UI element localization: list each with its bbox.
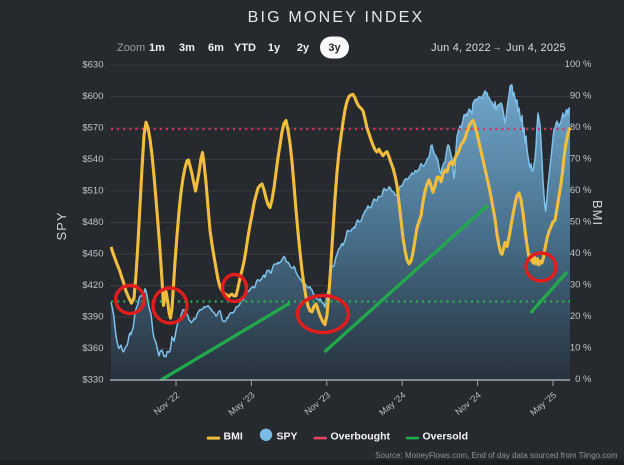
svg-text:Overbought: Overbought — [331, 431, 391, 443]
svg-text:$420: $420 — [82, 280, 103, 291]
svg-text:Jun 4, 2025: Jun 4, 2025 — [506, 42, 566, 54]
svg-text:3m: 3m — [179, 42, 195, 54]
svg-text:30 %: 30 % — [570, 280, 592, 291]
svg-text:BIG MONEY INDEX: BIG MONEY INDEX — [248, 9, 425, 26]
svg-text:20 %: 20 % — [570, 311, 592, 322]
svg-text:Source: MoneyFlows.com, End of: Source: MoneyFlows.com, End of day data … — [375, 451, 618, 460]
svg-text:80 %: 80 % — [570, 122, 592, 133]
svg-text:10 %: 10 % — [570, 343, 592, 354]
svg-text:3y: 3y — [328, 42, 341, 54]
svg-text:50 %: 50 % — [570, 217, 592, 228]
svg-text:100 %: 100 % — [565, 59, 592, 70]
svg-text:60 %: 60 % — [570, 185, 592, 196]
svg-text:$360: $360 — [82, 343, 103, 354]
svg-text:$390: $390 — [82, 311, 103, 322]
svg-text:$330: $330 — [82, 374, 103, 385]
svg-text:$570: $570 — [82, 122, 103, 133]
svg-text:→: → — [493, 42, 502, 52]
svg-text:6m: 6m — [208, 42, 224, 54]
svg-text:1y: 1y — [268, 42, 281, 54]
svg-text:90 %: 90 % — [570, 91, 592, 102]
svg-text:2y: 2y — [297, 42, 310, 54]
svg-text:YTD: YTD — [234, 42, 256, 54]
svg-text:$600: $600 — [82, 91, 103, 102]
svg-text:$630: $630 — [82, 59, 103, 70]
svg-text:70 %: 70 % — [570, 154, 592, 165]
svg-text:SPY: SPY — [277, 431, 298, 443]
svg-text:BMI: BMI — [590, 200, 605, 226]
svg-text:Oversold: Oversold — [423, 431, 469, 443]
svg-text:Zoom: Zoom — [117, 42, 145, 54]
svg-text:$510: $510 — [82, 185, 103, 196]
svg-text:$450: $450 — [82, 248, 103, 259]
svg-text:0 %: 0 % — [575, 374, 592, 385]
svg-text:BMI: BMI — [224, 431, 243, 443]
svg-text:40 %: 40 % — [570, 248, 592, 259]
svg-text:Jun 4, 2022: Jun 4, 2022 — [431, 42, 491, 54]
svg-text:$540: $540 — [82, 154, 103, 165]
svg-text:1m: 1m — [149, 42, 165, 54]
svg-text:$480: $480 — [82, 217, 103, 228]
svg-text:SPY: SPY — [54, 211, 69, 240]
